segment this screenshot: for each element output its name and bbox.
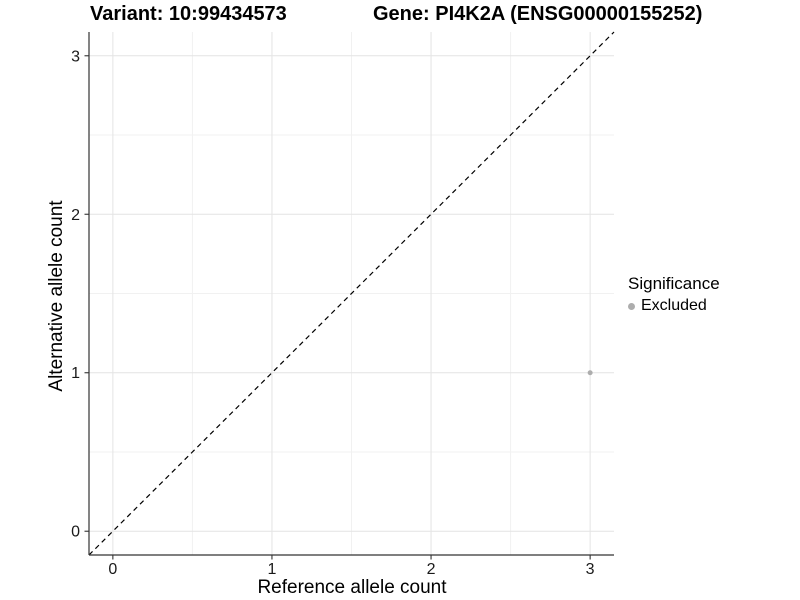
- y-tick-label: 0: [71, 524, 80, 541]
- data-point: [587, 370, 593, 376]
- legend: Significance Excluded: [628, 274, 720, 315]
- x-tick-label: 2: [427, 561, 436, 578]
- x-tick-label: 0: [108, 561, 117, 578]
- y-axis-title: Alternative allele count: [46, 200, 67, 392]
- legend-item-excluded: Excluded: [628, 297, 720, 315]
- legend-item-label: Excluded: [641, 297, 707, 314]
- x-tick-label: 1: [268, 561, 277, 578]
- legend-title: Significance: [628, 274, 720, 293]
- point-swatch-icon: [628, 302, 635, 310]
- variant-title: Variant: 10:99434573: [90, 3, 287, 25]
- identity-line: [88, 31, 615, 556]
- x-axis-title: Reference allele count: [257, 577, 447, 598]
- gene-title: Gene: PI4K2A (ENSG00000155252): [373, 3, 703, 25]
- y-tick-label: 2: [71, 207, 80, 224]
- x-tick-label: 3: [586, 561, 595, 578]
- y-tick-label: 1: [71, 365, 80, 382]
- y-tick-label: 3: [71, 48, 80, 65]
